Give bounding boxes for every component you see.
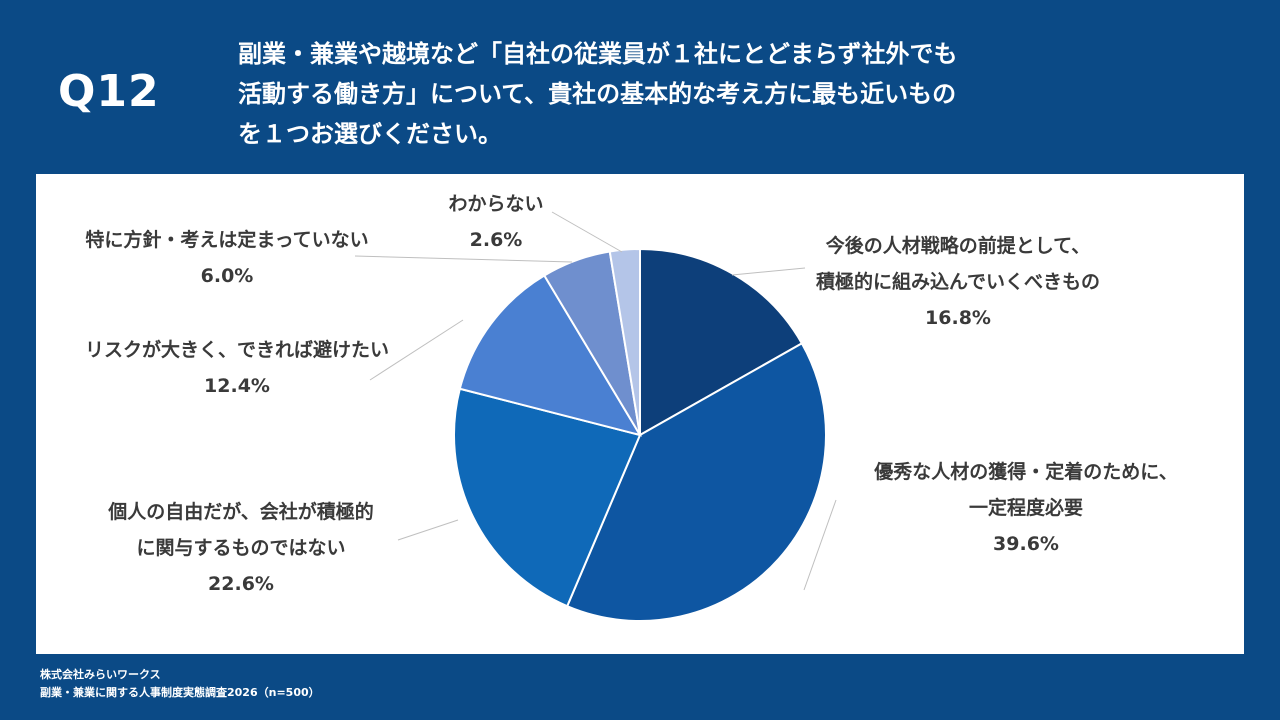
slice-value-1: 16.8% — [925, 307, 991, 329]
question-text: 副業・兼業や越境など「自社の従業員が１社にとどまらず社外でも 活動する働き方」に… — [238, 34, 1138, 154]
slice-value-4: 12.4% — [204, 375, 270, 397]
question-line-3: を１つお選びください。 — [238, 120, 502, 148]
footer-company: 株式会社みらいワークス — [40, 668, 161, 681]
slice-label-4: リスクが大きく、できれば避けたい — [85, 338, 389, 361]
slice-value-5: 6.0% — [201, 265, 254, 287]
pie-slice-2 — [565, 341, 827, 622]
question-line-1: 副業・兼業や越境など「自社の従業員が１社にとどまらず社外でも — [238, 40, 958, 68]
footer: 株式会社みらいワークス 副業・兼業に関する人事制度実態調査2026（n=500） — [40, 666, 320, 702]
pie-slice-6 — [608, 247, 641, 436]
pie-slice-4 — [458, 274, 643, 437]
leader-line-4 — [369, 319, 464, 381]
question-number: Q12 — [58, 66, 160, 117]
slice-value-2: 39.6% — [993, 533, 1059, 555]
slice-label-2: 優秀な人材の獲得・定着のために、 — [873, 460, 1177, 483]
footer-survey: 副業・兼業に関する人事制度実態調査2026（n=500） — [40, 686, 320, 699]
leader-line-1 — [731, 267, 806, 276]
leader-line-3 — [397, 519, 459, 541]
pie-slice-3 — [453, 387, 642, 608]
slice-label-5: 特に方針・考えは定まっていない — [85, 228, 368, 251]
pie-slice-1 — [639, 247, 804, 437]
slice-label-3: 個人の自由だが、会社が積極的 — [107, 500, 374, 523]
slice-label-3: に関与するものではない — [136, 537, 345, 559]
slice-label-6: わからない — [448, 193, 543, 215]
slice-label-2: 一定程度必要 — [969, 496, 1083, 519]
slice-value-3: 22.6% — [208, 573, 274, 595]
slice-value-6: 2.6% — [470, 229, 523, 251]
leader-line-6 — [551, 211, 623, 253]
leader-line-5 — [354, 255, 573, 263]
slice-label-1: 積極的に組み込んでいくべきもの — [816, 270, 1100, 293]
slice-label-1: 今後の人材戦略の前提として、 — [825, 234, 1090, 257]
question-line-2: 活動する働き方」について、貴社の基本的な考え方に最も近いもの — [238, 80, 957, 108]
leader-line-2 — [803, 499, 837, 591]
